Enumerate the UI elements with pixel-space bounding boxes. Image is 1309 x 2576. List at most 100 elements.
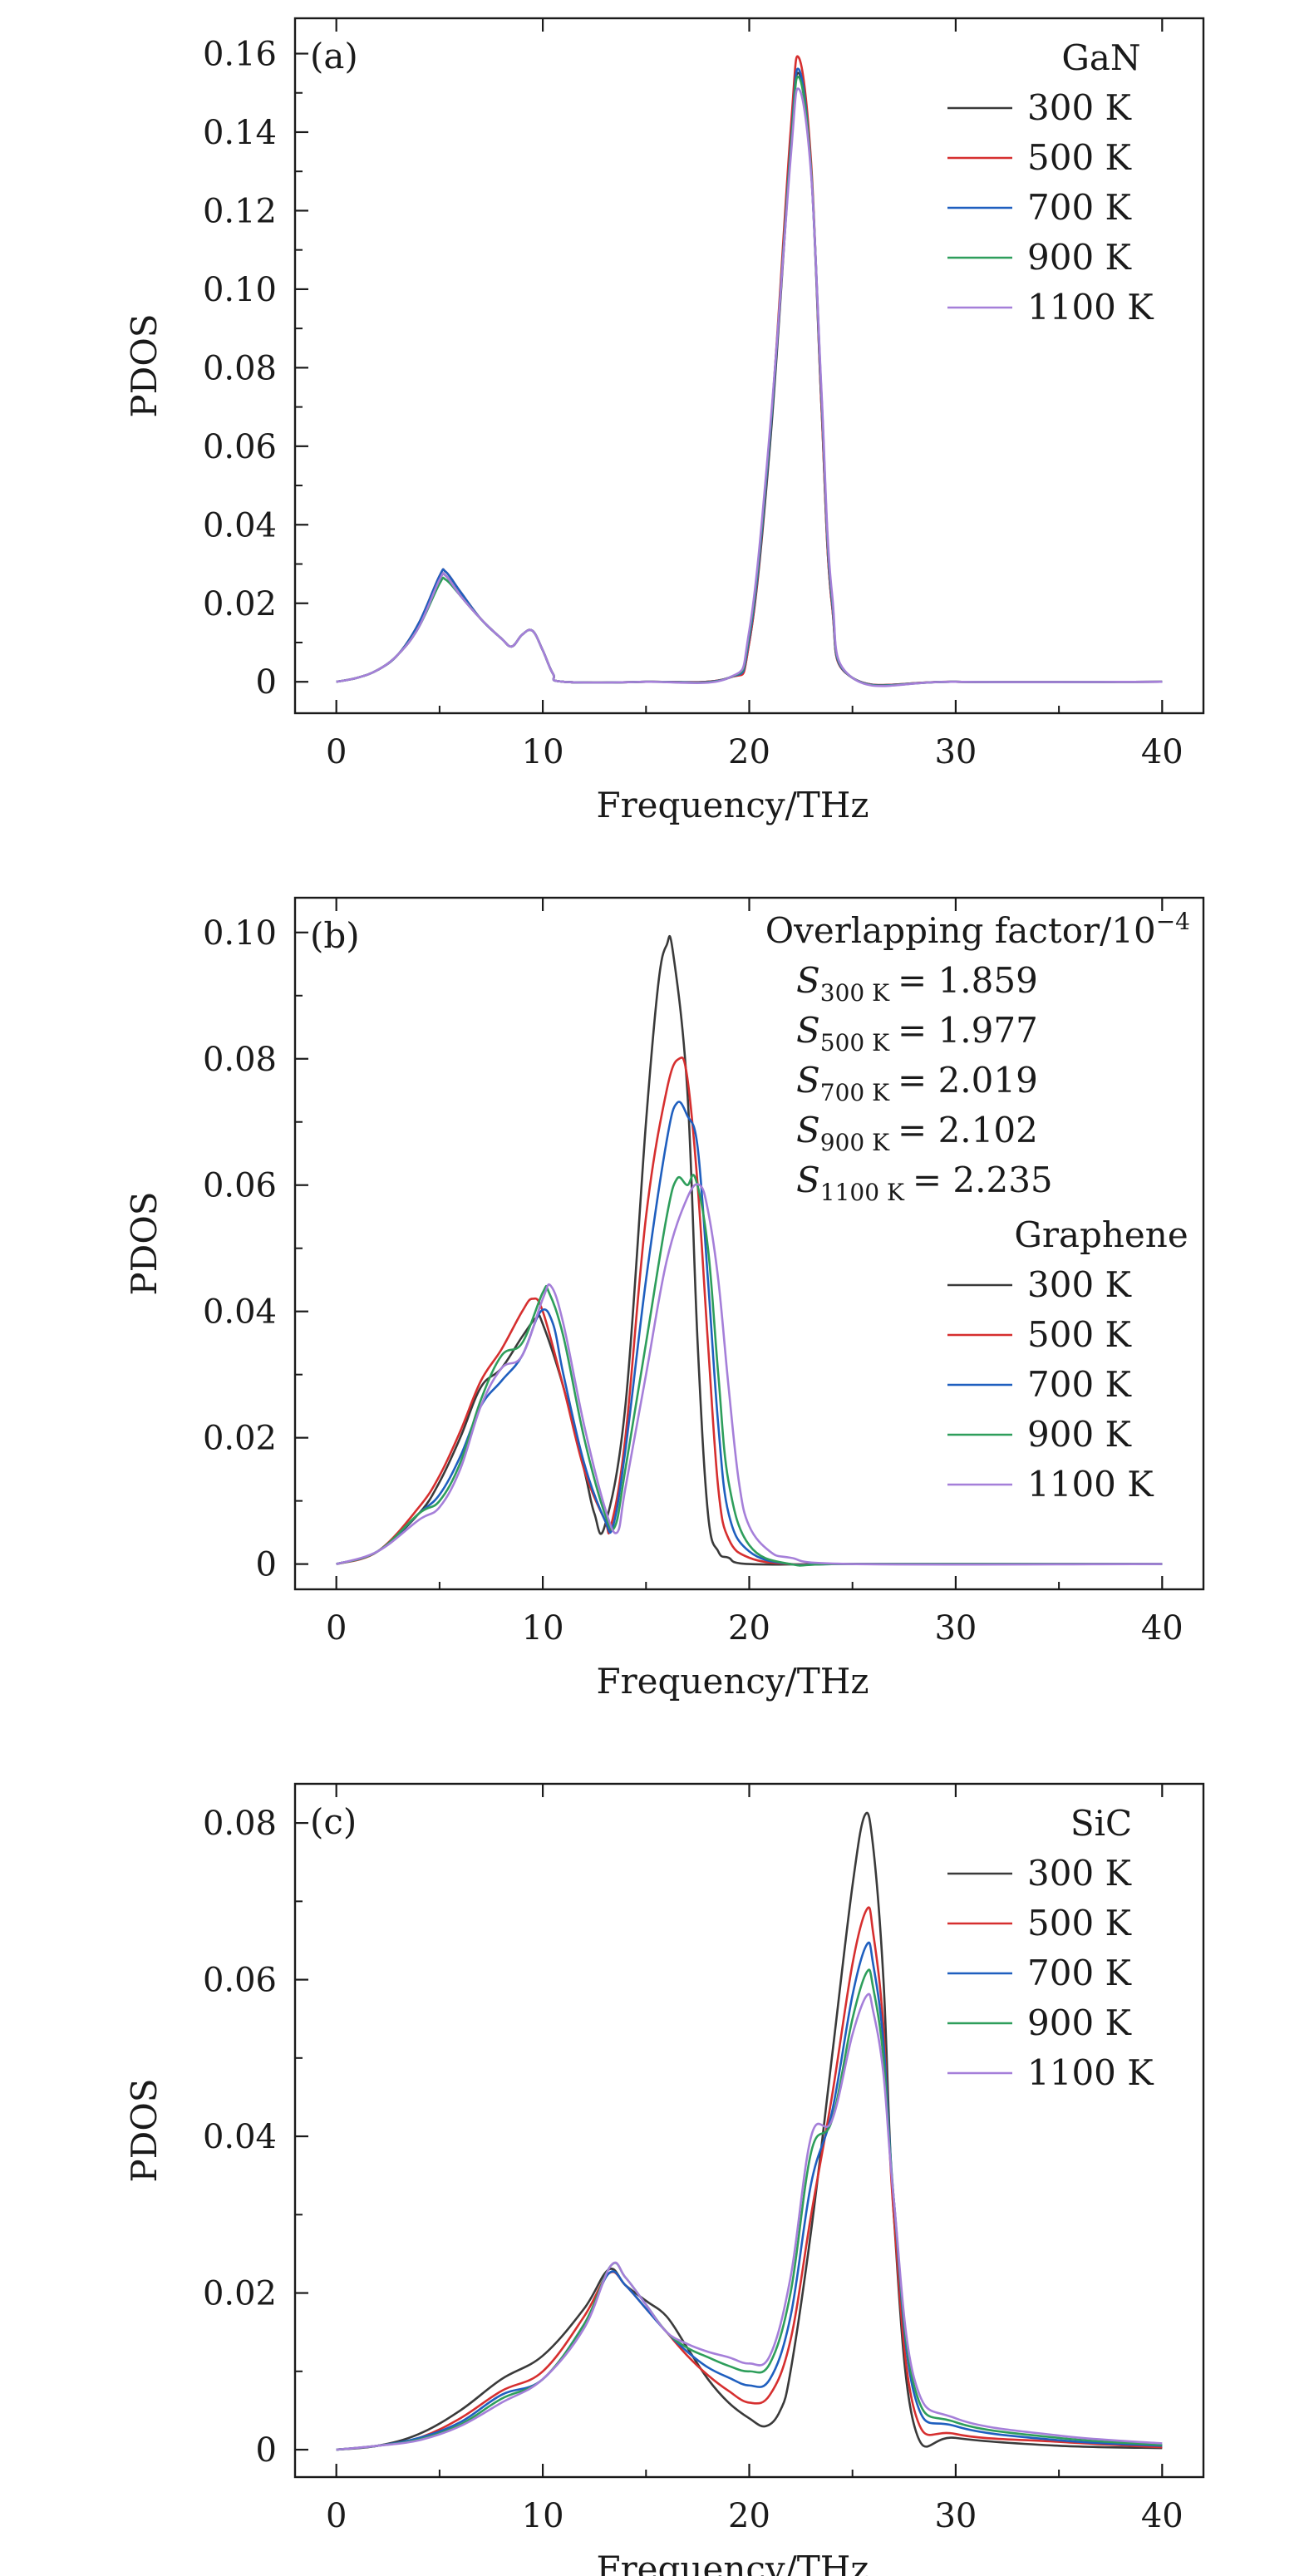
y-tick-labels: 0 0.02 0.04 0.06 0.08 0.10: [203, 914, 277, 1584]
overlap-number: = 2.235: [913, 1160, 1053, 1200]
x-tick-label: 10: [522, 2497, 564, 2535]
y-tick-label: 0.08: [203, 1805, 277, 1843]
x-tick-labels: 0 10 20 30 40: [326, 2497, 1184, 2535]
y-tick-labels: 0 0.02 0.04 0.06 0.08: [203, 1805, 277, 2470]
y-axis-label: PDOS: [124, 313, 165, 417]
legend-label-900k: 900 K: [1027, 237, 1133, 278]
legend-title: SiC: [1070, 1803, 1132, 1844]
overlap-number: = 1.859: [898, 960, 1038, 1001]
series-line-1100k: [336, 1183, 1163, 1566]
series-line-1100k: [336, 1992, 1163, 2451]
legend-label-500k: 500 K: [1027, 137, 1133, 178]
y-tick-label: 0.04: [203, 506, 277, 544]
series-line-900k: [336, 1174, 1163, 1567]
plot-frame: [293, 896, 1205, 1591]
x-tick-label: 20: [728, 1609, 770, 1648]
overlap-number: = 2.102: [898, 1110, 1038, 1150]
panel-tag: (c): [310, 1801, 357, 1842]
overlap-value-500k: S500 K = 1.977: [796, 1010, 1038, 1057]
y-tick-label: 0.04: [203, 1293, 277, 1332]
x-tick-label: 40: [1141, 733, 1184, 771]
y-tick-label: 0.02: [203, 585, 277, 623]
legend-label-700k: 700 K: [1027, 1364, 1133, 1405]
plot-frame: [293, 17, 1205, 715]
overlap-subscript: 700 K: [820, 1079, 890, 1106]
overlap-symbol: S: [796, 960, 820, 1001]
x-tick-label: 10: [522, 733, 564, 771]
y-tick-label: 0.02: [203, 1420, 277, 1458]
legend-label-1100k: 1100 K: [1027, 1464, 1154, 1505]
y-tick-labels: 0 0.02 0.04 0.06 0.08 0.10 0.12 0.14 0.16: [203, 36, 277, 702]
y-axis-label: PDOS: [124, 2078, 165, 2182]
overlap-subscript: 500 K: [820, 1029, 890, 1057]
y-tick-label: 0.10: [203, 271, 277, 309]
tick-marks: [295, 18, 1164, 713]
legend-title: GaN: [1061, 37, 1140, 78]
x-tick-label: 30: [934, 733, 977, 771]
panel-a-gan: 0 10 20 30 40 00.020.040.060.080.100.120.140…: [124, 17, 1205, 825]
legend-label-1100k: 1100 K: [1027, 287, 1154, 328]
panel-c-sic: 0 10 20 30 40 0 0.02 0.04 0.06 0.08 (c) Frequenc…: [124, 1782, 1205, 2576]
x-tick-label: 40: [1141, 1609, 1184, 1648]
legend-label-700k: 700 K: [1027, 187, 1133, 228]
overlap-number: = 2.019: [898, 1060, 1038, 1101]
overlap-symbol: S: [796, 1060, 820, 1101]
overlap-subscript: 900 K: [820, 1129, 890, 1156]
x-tick-label: 0: [326, 2497, 347, 2535]
tick-marks: [295, 1784, 1164, 2477]
legend-title: Graphene: [1014, 1214, 1188, 1255]
y-tick-label: 0.04: [203, 2118, 277, 2156]
legend-label-900k: 900 K: [1027, 2002, 1133, 2043]
y-axis-label: PDOS: [124, 1191, 165, 1295]
y-tick-label: 0.06: [203, 428, 277, 466]
series-lines: [336, 935, 1163, 1567]
overlap-number: = 1.977: [898, 1010, 1038, 1051]
y-tick-label: 0.12: [203, 192, 277, 230]
x-tick-label: 20: [728, 2497, 770, 2535]
y-tick-label: 0: [256, 663, 277, 702]
overlap-subscript: 1100 K: [820, 1179, 905, 1206]
overlap-subscript: 300 K: [820, 979, 890, 1007]
series-line-1100k: [336, 87, 1163, 687]
x-tick-label: 0: [326, 1609, 347, 1648]
overlap-symbol: S: [796, 1160, 820, 1200]
y-tick-label: 0.08: [203, 1041, 277, 1079]
overlap-value-1100k: S1100 K = 2.235: [796, 1160, 1053, 1206]
series-line-300k: [336, 935, 1163, 1566]
overlap-value-700k: S700 K = 2.019: [796, 1060, 1038, 1106]
overlap-value-900k: S900 K = 2.102: [796, 1110, 1038, 1156]
x-tick-label: 30: [934, 2497, 977, 2535]
overlap-symbol: S: [796, 1010, 820, 1051]
y-tick-label: 0.02: [203, 2275, 277, 2313]
legend-label-700k: 700 K: [1027, 1953, 1133, 1993]
overlap-title-exponent: −4: [1156, 908, 1190, 935]
legend: 300 K 500 K 700 K 900 K 1100 K: [947, 87, 1154, 328]
legend: 300 K 500 K 700 K 900 K 1100 K: [947, 1853, 1154, 2093]
legend-label-300k: 300 K: [1027, 87, 1133, 128]
tick-marks: [295, 898, 1164, 1589]
legend-label-500k: 500 K: [1027, 1314, 1133, 1355]
x-axis-label: Frequency/THz: [596, 1661, 869, 1702]
overlap-symbol: S: [796, 1110, 820, 1150]
overlap-value-300k: S300 K = 1.859: [796, 960, 1038, 1007]
y-tick-label: 0.10: [203, 914, 277, 953]
legend-label-900k: 900 K: [1027, 1414, 1133, 1455]
panel-tag: (a): [310, 36, 358, 76]
x-tick-label: 0: [326, 733, 347, 771]
series-line-500k: [336, 1057, 1163, 1566]
legend-label-500k: 500 K: [1027, 1903, 1133, 1943]
overlap-title-text: Overlapping factor/10: [765, 910, 1156, 951]
x-axis-label: Frequency/THz: [596, 2549, 869, 2576]
legend-label-300k: 300 K: [1027, 1264, 1133, 1305]
series-lines: [336, 1811, 1163, 2451]
y-tick-label: 0.16: [203, 36, 277, 74]
legend: 300 K 500 K 700 K 900 K 1100 K: [947, 1264, 1154, 1505]
y-tick-label: 0.06: [203, 1167, 277, 1205]
x-tick-label: 10: [522, 1609, 564, 1648]
legend-label-300k: 300 K: [1027, 1853, 1133, 1894]
y-tick-label: 0.14: [203, 114, 277, 152]
x-tick-label: 20: [728, 733, 770, 771]
y-tick-label: 0.08: [203, 349, 277, 387]
